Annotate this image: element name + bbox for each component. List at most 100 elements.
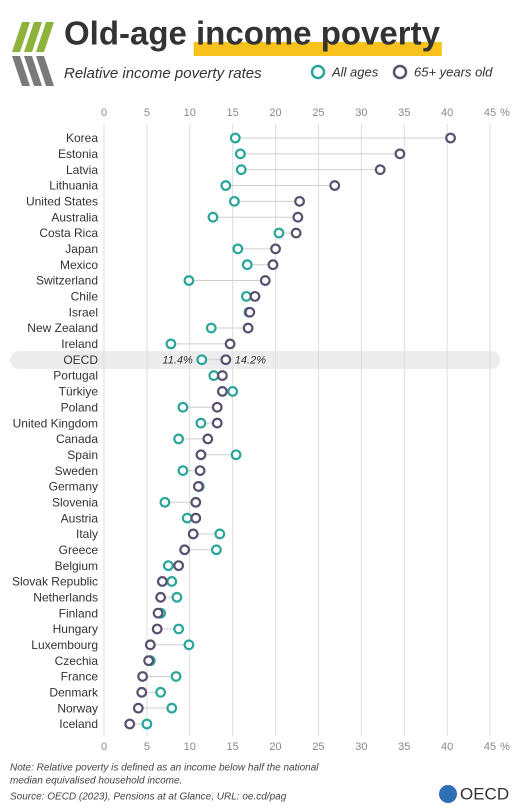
dot (144, 639, 156, 651)
dot (194, 465, 206, 476)
dot (190, 512, 202, 524)
dot (240, 290, 252, 302)
logo-text: OECD (460, 784, 509, 803)
category-label: Türkiye (59, 385, 99, 399)
dot (230, 449, 242, 461)
dot (290, 227, 302, 239)
dot (187, 528, 199, 540)
dot (394, 148, 406, 160)
x-tick-label-bottom: 45 (484, 741, 496, 753)
dot (210, 544, 222, 556)
dot (224, 338, 236, 350)
category-label: Portugal (53, 369, 98, 383)
dot (249, 290, 261, 302)
dot (244, 306, 256, 318)
dot (190, 496, 202, 508)
dot (220, 180, 232, 191)
category-label: Denmark (49, 685, 99, 699)
dot (183, 275, 195, 286)
dot (202, 433, 214, 445)
category-label: Japan (65, 242, 98, 256)
x-tick-label-top: 25 (312, 107, 324, 119)
category-label: Germany (49, 480, 98, 494)
dot (374, 164, 386, 176)
category-label: Czechia (55, 654, 99, 668)
dot (141, 718, 153, 730)
category-label: Luxembourg (31, 638, 98, 652)
category-label: Norway (57, 701, 98, 715)
dot (124, 718, 136, 730)
dot (181, 512, 193, 524)
category-label: Finland (59, 606, 98, 620)
dot (234, 148, 246, 160)
dot (270, 243, 281, 255)
legend-label: All ages (331, 64, 379, 79)
dot (208, 370, 220, 381)
x-tick-label-top: 5 (144, 107, 150, 119)
dot (132, 702, 144, 714)
category-label: Chile (71, 290, 99, 304)
category-label: Israel (69, 305, 98, 319)
category-label: OECD (63, 353, 98, 367)
category-label: Estonia (58, 147, 98, 161)
category-label: Austria (61, 511, 99, 525)
category-label: Lithuania (49, 179, 98, 193)
legend-marker (392, 64, 408, 80)
dot (165, 338, 177, 350)
category-label: Mexico (60, 258, 98, 272)
category-label: Netherlands (33, 590, 98, 604)
x-tick-label-top: 40 (441, 107, 453, 119)
x-tick-label-bottom: 0 (101, 741, 107, 753)
dot (137, 671, 149, 682)
dot (329, 180, 341, 191)
note: Note: Relative poverty is defined as an … (10, 763, 319, 774)
dot (136, 686, 148, 698)
x-tick-label-bottom: 35 (398, 741, 410, 753)
category-label: Spain (67, 448, 98, 462)
chart-title: Old-age income poverty (64, 15, 441, 52)
x-tick-label-top: 15 (227, 107, 239, 119)
dot (162, 560, 174, 572)
note: median equivalised household income. (10, 776, 182, 787)
category-label: New Zealand (27, 321, 98, 335)
dot (267, 259, 279, 271)
dot (229, 132, 241, 144)
category-label: France (61, 670, 99, 684)
dot (171, 591, 183, 603)
category-label: Ireland (61, 337, 98, 351)
x-unit-top: % (500, 107, 510, 119)
dot (159, 496, 171, 508)
category-label: Belgium (55, 559, 98, 573)
category-label: Italy (76, 527, 98, 541)
grid (103, 124, 491, 736)
dot (216, 370, 228, 381)
dot (211, 401, 223, 413)
dot (166, 576, 178, 587)
category-label: Korea (66, 131, 98, 145)
x-tick-label-top: 35 (398, 107, 410, 119)
dot (166, 702, 178, 714)
dot (143, 655, 155, 667)
category-label: Greece (59, 543, 99, 557)
x-unit-bottom: % (500, 741, 510, 753)
dot (177, 401, 189, 413)
category-label: Canada (56, 432, 98, 446)
chart-subtitle: Relative income poverty rates (64, 65, 262, 82)
x-tick-label-top: 20 (269, 107, 281, 119)
dot (259, 275, 271, 286)
category-label: Slovenia (52, 495, 98, 509)
x-tick-label-bottom: 25 (312, 741, 324, 753)
x-tick-label-bottom: 15 (227, 741, 239, 753)
dot (294, 195, 305, 207)
x-tick-label-top: 0 (101, 107, 107, 119)
dot (207, 211, 219, 223)
dot (156, 576, 168, 587)
dot (214, 528, 226, 540)
category-label: Switzerland (36, 274, 98, 288)
dot (192, 481, 204, 492)
dot (445, 132, 456, 144)
dot (173, 433, 185, 445)
category-label: United Kingdom (13, 416, 98, 430)
dot (195, 417, 207, 429)
